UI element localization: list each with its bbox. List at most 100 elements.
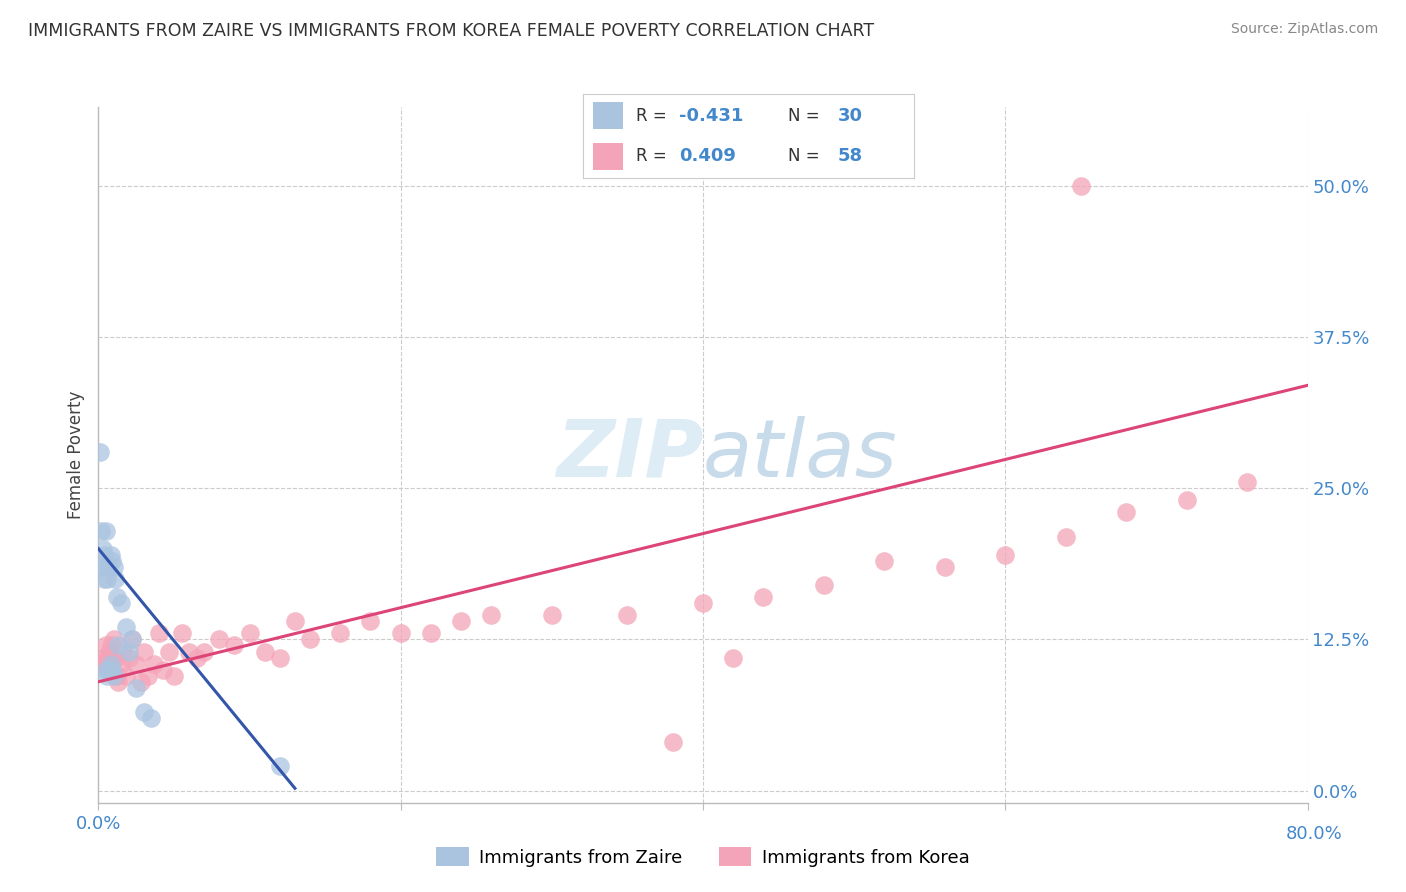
Point (94, 639, 117, 653)
Point (111, 644, 134, 658)
Point (208, 632, 231, 647)
Point (132, 644, 155, 658)
Point (299, 632, 322, 647)
Point (104, 650, 127, 665)
Point (239, 626, 262, 640)
Point (1175, 493, 1198, 508)
Point (450, 615, 472, 629)
Point (98, 559, 121, 574)
Point (118, 650, 141, 665)
Point (163, 669, 186, 683)
Point (141, 711, 163, 725)
Text: ZIP: ZIP (555, 416, 703, 494)
Point (94, 524, 117, 538)
Point (125, 681, 148, 695)
Point (873, 554, 896, 568)
Point (1070, 178, 1092, 193)
Point (100, 639, 122, 653)
Point (98, 663, 121, 677)
Text: 0.409: 0.409 (679, 147, 737, 165)
Point (96, 669, 118, 683)
Point (269, 759, 291, 773)
Legend: Immigrants from Zaire, Immigrants from Korea: Immigrants from Zaire, Immigrants from K… (429, 840, 977, 874)
Point (1115, 505, 1137, 519)
FancyBboxPatch shape (593, 143, 623, 169)
Point (103, 669, 125, 683)
Point (114, 620, 136, 634)
Point (224, 639, 246, 653)
Text: IMMIGRANTS FROM ZAIRE VS IMMIGRANTS FROM KOREA FEMALE POVERTY CORRELATION CHART: IMMIGRANTS FROM ZAIRE VS IMMIGRANTS FROM… (28, 22, 875, 40)
Point (723, 650, 745, 665)
Point (1236, 475, 1258, 490)
Point (752, 590, 775, 604)
Point (104, 572, 127, 586)
Point (994, 548, 1017, 562)
Point (107, 639, 129, 653)
Text: Source: ZipAtlas.com: Source: ZipAtlas.com (1230, 22, 1378, 37)
Point (121, 632, 143, 647)
Point (616, 608, 638, 623)
Point (105, 590, 128, 604)
Text: 58: 58 (838, 147, 863, 165)
Point (107, 674, 129, 689)
Point (269, 650, 291, 665)
Point (100, 548, 122, 562)
Point (253, 644, 276, 658)
Point (125, 657, 148, 671)
Point (692, 596, 714, 610)
Point (136, 669, 159, 683)
Point (101, 657, 124, 671)
Text: -0.431: -0.431 (679, 107, 744, 125)
Point (152, 663, 174, 677)
Text: R =: R = (637, 107, 666, 125)
Point (90, 559, 112, 574)
Point (329, 626, 352, 640)
Text: atlas: atlas (703, 416, 898, 494)
Point (148, 626, 170, 640)
Point (389, 626, 412, 640)
Point (103, 559, 125, 574)
Point (98, 644, 121, 658)
Point (143, 657, 166, 671)
Point (93, 572, 115, 586)
Point (284, 615, 307, 629)
Point (93, 657, 115, 671)
Point (132, 705, 155, 719)
Point (813, 578, 835, 592)
Point (934, 559, 956, 574)
Point (110, 596, 132, 610)
Text: 80.0%: 80.0% (1286, 825, 1343, 843)
Point (420, 626, 443, 640)
Point (481, 608, 503, 623)
Point (91, 650, 114, 665)
Point (105, 669, 128, 683)
Point (100, 657, 122, 671)
Text: N =: N = (789, 107, 820, 125)
Point (118, 644, 141, 658)
Point (186, 650, 208, 665)
Point (179, 644, 201, 658)
Point (1054, 530, 1077, 544)
Point (91, 541, 114, 556)
Text: R =: R = (637, 147, 666, 165)
Point (96, 572, 118, 586)
Point (193, 644, 215, 658)
Point (540, 608, 562, 623)
Point (90, 524, 112, 538)
Point (360, 615, 382, 629)
Point (103, 632, 125, 647)
Point (170, 626, 193, 640)
Point (101, 554, 124, 568)
Point (89, 445, 111, 459)
Point (121, 632, 143, 647)
Y-axis label: Female Poverty: Female Poverty (67, 391, 86, 519)
Point (94, 663, 117, 677)
Point (114, 669, 136, 683)
Point (96, 650, 118, 665)
Text: N =: N = (789, 147, 820, 165)
Point (93, 548, 115, 562)
Text: 30: 30 (838, 107, 863, 125)
Point (662, 735, 685, 749)
Point (110, 657, 132, 671)
Point (91, 559, 114, 574)
